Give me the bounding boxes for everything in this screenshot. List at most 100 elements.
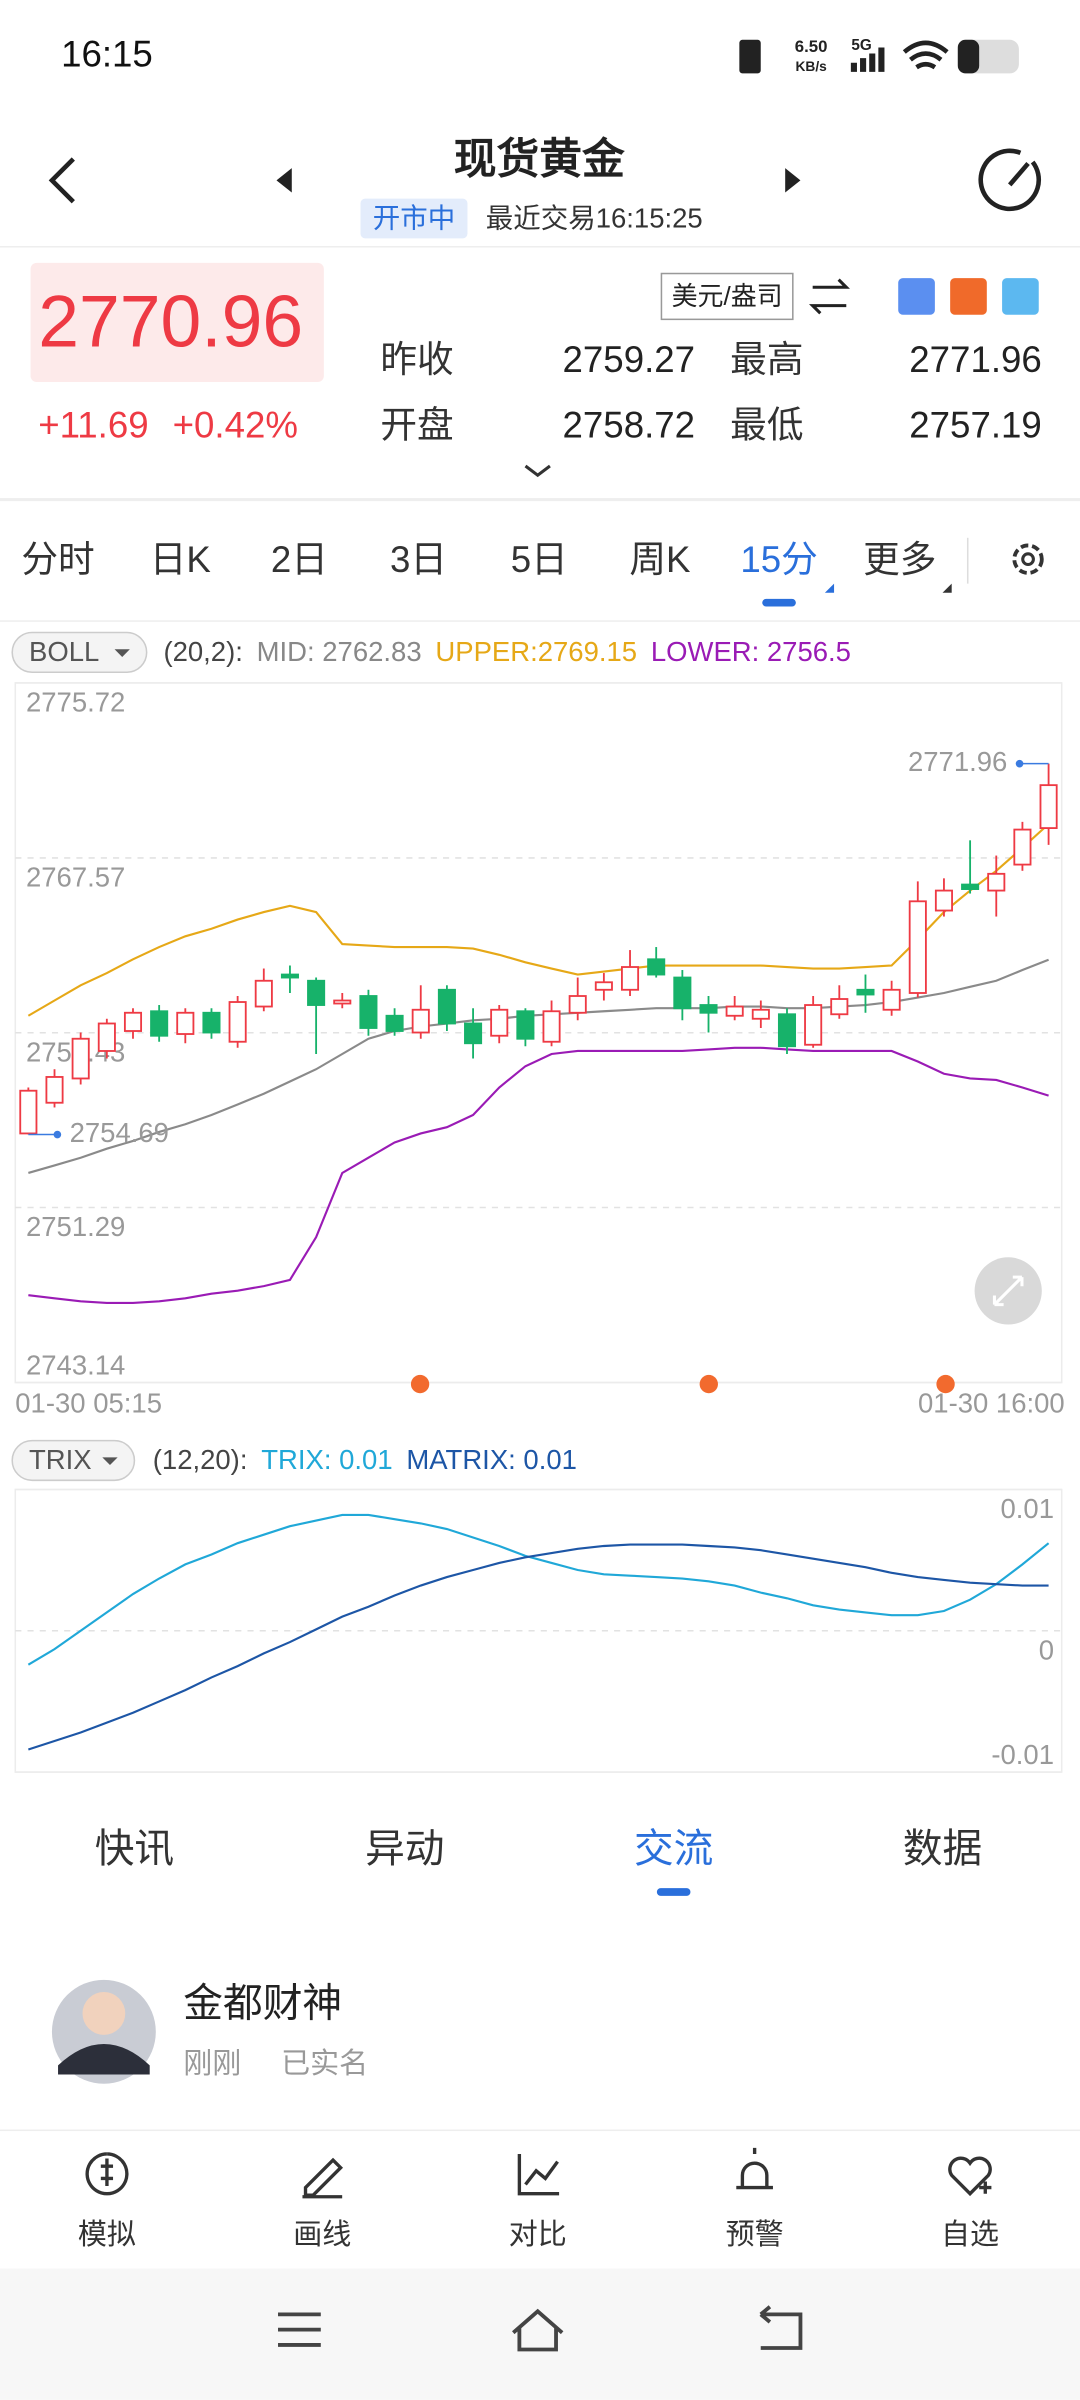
candle-body — [961, 883, 980, 890]
event-dot[interactable] — [699, 1374, 718, 1394]
toolbar-label[interactable]: 自选 — [941, 2218, 999, 2251]
candle-body — [71, 1037, 90, 1080]
candle-body — [725, 1005, 744, 1017]
next-button[interactable] — [785, 168, 801, 193]
toolbar-label[interactable]: 画线 — [293, 2218, 351, 2251]
separator — [966, 537, 969, 584]
nav-menu[interactable] — [278, 2312, 321, 2347]
swap-icon[interactable] — [808, 278, 850, 315]
pill-arrow — [114, 649, 130, 657]
expand-arrow[interactable] — [524, 464, 551, 478]
period-tab[interactable]: 2日 — [271, 539, 328, 580]
toolbar-label[interactable]: 预警 — [726, 2218, 784, 2251]
battery-level — [957, 39, 980, 74]
y-tick-label: -0.01 — [991, 1739, 1054, 1770]
back-button[interactable] — [48, 157, 75, 204]
period-tab[interactable]: 3日 — [390, 539, 447, 580]
refresh-button[interactable] — [978, 148, 1042, 212]
period-tab[interactable]: 5日 — [511, 539, 568, 580]
stat-value: 2758.72 — [563, 404, 696, 445]
toolbar-label[interactable]: 模拟 — [78, 2218, 136, 2251]
event-dot[interactable] — [936, 1374, 955, 1394]
indicator-line — [28, 958, 1049, 1174]
pill-arrow — [102, 1457, 118, 1466]
toolbar-icon[interactable] — [517, 2153, 560, 2196]
tab-underline — [762, 598, 796, 607]
change-pct: +0.42% — [173, 404, 298, 445]
stat-value: 2759.27 — [563, 339, 696, 380]
period-tab[interactable]: 15分 — [740, 539, 817, 580]
candle-body — [934, 889, 953, 912]
indicator-pill[interactable] — [11, 631, 148, 673]
tab-underline — [656, 1888, 691, 1896]
indicator-pill[interactable] — [11, 1439, 136, 1482]
y-tick-label: 2767.57 — [26, 862, 125, 893]
period-tab[interactable]: 周K — [629, 539, 691, 580]
tool-icon[interactable] — [950, 278, 987, 315]
indicator-name: TRIX — [29, 1444, 92, 1475]
candle-body — [385, 1014, 404, 1032]
indicator-line — [28, 1543, 1049, 1751]
settings-button[interactable] — [1012, 543, 1044, 575]
wifi-icon — [902, 40, 949, 70]
period-tab[interactable]: 分时 — [21, 539, 94, 580]
tool-icon[interactable] — [1002, 278, 1039, 315]
candle-body — [254, 979, 273, 1008]
y-tick-label: 2775.72 — [26, 687, 125, 718]
fullscreen-icon — [992, 1275, 1024, 1307]
y-tick-label: 0.01 — [1001, 1493, 1055, 1524]
nav-home[interactable] — [512, 2308, 564, 2352]
legend-trix: TRIX: 0.01 — [261, 1444, 392, 1475]
tab-corner — [942, 583, 952, 593]
toolbar-icon[interactable] — [85, 2152, 129, 2196]
period-tabs: 分时 日K 2日 3日 5日 周K 15分 更多 — [21, 539, 936, 607]
toolbar: 模拟 画线 对比 预警 自选 — [78, 2147, 999, 2251]
indicator-legend: (12,20): TRIX: 0.01 MATRIX: 0.01 — [153, 1444, 577, 1475]
unit-box[interactable] — [660, 272, 794, 321]
candle-chart: 2775.722767.572759.432751.292743.1401-30… — [14, 682, 1065, 1419]
candle-body — [1013, 828, 1032, 866]
prev-button[interactable] — [276, 168, 292, 193]
indicator-line — [27, 1513, 1050, 1666]
period-tab[interactable]: 日K — [150, 539, 212, 580]
extreme-label: 2754.69 — [70, 1117, 169, 1148]
author[interactable]: 金都财神 — [183, 1981, 342, 2025]
avatar-face — [82, 1992, 126, 2035]
toolbar-icon[interactable] — [948, 2156, 992, 2197]
toolbar-icon[interactable] — [736, 2147, 773, 2190]
indicator-line — [27, 823, 1050, 1017]
x-tick-label: 01-30 05:15 — [15, 1388, 162, 1419]
tool-icon[interactable] — [898, 278, 935, 315]
stat-label: 开盘 — [380, 404, 453, 445]
toolbar-icon[interactable] — [302, 2157, 344, 2199]
indicator-legend: (20,2): MID: 2762.83 UPPER:2769.15 LOWER… — [163, 636, 851, 667]
y-tick-label: 0 — [1039, 1634, 1054, 1665]
price: 2770.96 — [38, 280, 303, 362]
candle-body — [150, 1010, 169, 1037]
candle-body — [202, 1011, 221, 1034]
event-dot[interactable] — [410, 1374, 430, 1394]
candle-body — [1039, 784, 1058, 829]
candle-body — [699, 1004, 718, 1014]
nav-back[interactable] — [759, 2305, 803, 2350]
last-trade: 最近交易16:15:25 — [486, 202, 703, 233]
net-unit: KB/s — [795, 59, 827, 74]
content-tab[interactable]: 异动 — [365, 1827, 444, 1871]
extreme-dot — [53, 1130, 62, 1139]
candle-body — [228, 1001, 247, 1043]
market-status: 开市中 — [373, 202, 455, 233]
content-tab[interactable]: 数据 — [903, 1827, 982, 1871]
settings-hub — [1021, 552, 1035, 567]
network-type: 5G — [851, 37, 871, 54]
content-tab[interactable]: 交流 — [634, 1827, 713, 1871]
candle-body — [19, 1089, 38, 1135]
y-tick-label: 2751.29 — [26, 1211, 125, 1242]
period-tab[interactable]: 更多 — [863, 539, 936, 580]
indicator-line — [28, 1046, 1049, 1304]
toolbar-label[interactable]: 对比 — [509, 2218, 567, 2251]
candle-body — [97, 1022, 116, 1052]
candle-body — [882, 988, 901, 1011]
divider — [0, 498, 1080, 502]
content-tab[interactable]: 快讯 — [95, 1827, 174, 1871]
